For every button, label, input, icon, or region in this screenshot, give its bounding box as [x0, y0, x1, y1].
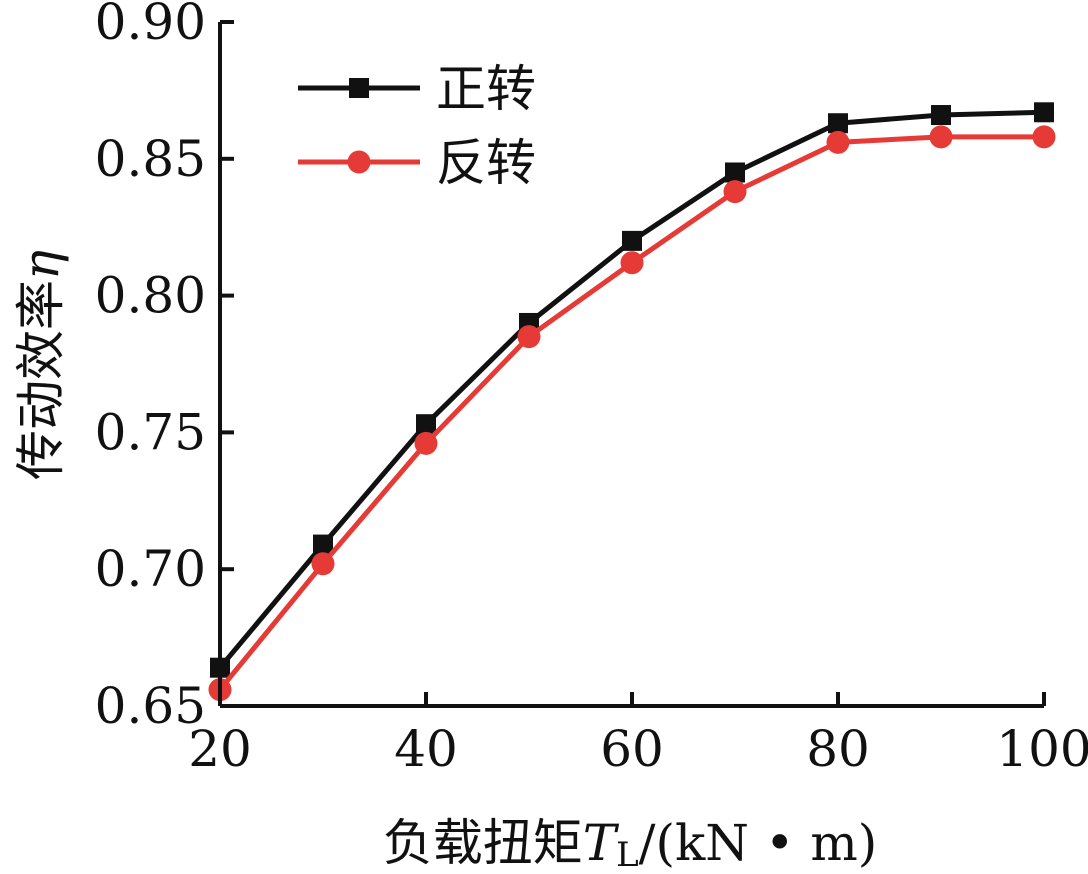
x-tick-label: 80 [806, 720, 870, 778]
y-axis-title-var: η [12, 250, 70, 280]
data-point [311, 552, 335, 576]
legend-marker [349, 78, 369, 98]
series-line [218, 109, 1045, 670]
data-point [725, 162, 745, 183]
y-tick-label: 0.65 [95, 677, 206, 735]
axes-layer: 0.65 0.70 0.75 0.80 0.85 0.90 20 40 60 80 100 [95, 0, 1088, 778]
y-axis-title-main: 传动效率 [12, 280, 70, 480]
data-point [622, 230, 642, 251]
x-axis-title-main: 负载扭矩 [383, 814, 583, 872]
legend-marker [347, 150, 371, 174]
series-1 [210, 102, 1054, 678]
x-axis-title: 负载扭矩TL/(kN • m) [383, 814, 878, 874]
y-tick-label: 0.70 [95, 540, 206, 598]
x-tick-label: 40 [394, 720, 458, 778]
series-line [218, 134, 1044, 692]
y-axis-title: 传动效率η [12, 250, 70, 480]
x-tick-label: 100 [996, 720, 1088, 778]
series-layer [208, 102, 1056, 702]
y-tick-label: 0.90 [95, 0, 206, 51]
legend-item-2: 反转 [298, 134, 536, 192]
data-point [1032, 125, 1056, 149]
y-tick-label: 0.80 [95, 267, 206, 325]
data-point [414, 431, 438, 455]
data-point [931, 105, 951, 126]
legend-item-1: 正转 [298, 60, 536, 118]
data-point [313, 534, 333, 555]
data-point [517, 325, 541, 349]
x-tick-label: 20 [188, 720, 252, 778]
data-point [929, 125, 953, 149]
data-point [416, 414, 436, 435]
axis-titles: 负载扭矩TL/(kN • m) 传动效率η [12, 250, 877, 874]
legend-label: 正转 [436, 60, 536, 118]
x-tick-label: 60 [600, 720, 664, 778]
x-axis-title-sub: L [616, 835, 639, 874]
data-point [723, 180, 747, 204]
data-point [620, 251, 644, 275]
data-point [828, 113, 848, 134]
data-point [826, 130, 850, 154]
y-tick-label: 0.75 [95, 403, 206, 461]
x-axis-title-unit: /(kN • m) [639, 814, 878, 872]
legend-label: 反转 [436, 134, 536, 192]
data-point [1034, 102, 1054, 123]
series-2 [208, 125, 1056, 702]
x-axis-title-var: T [583, 814, 620, 872]
y-tick-label: 0.85 [95, 130, 206, 188]
